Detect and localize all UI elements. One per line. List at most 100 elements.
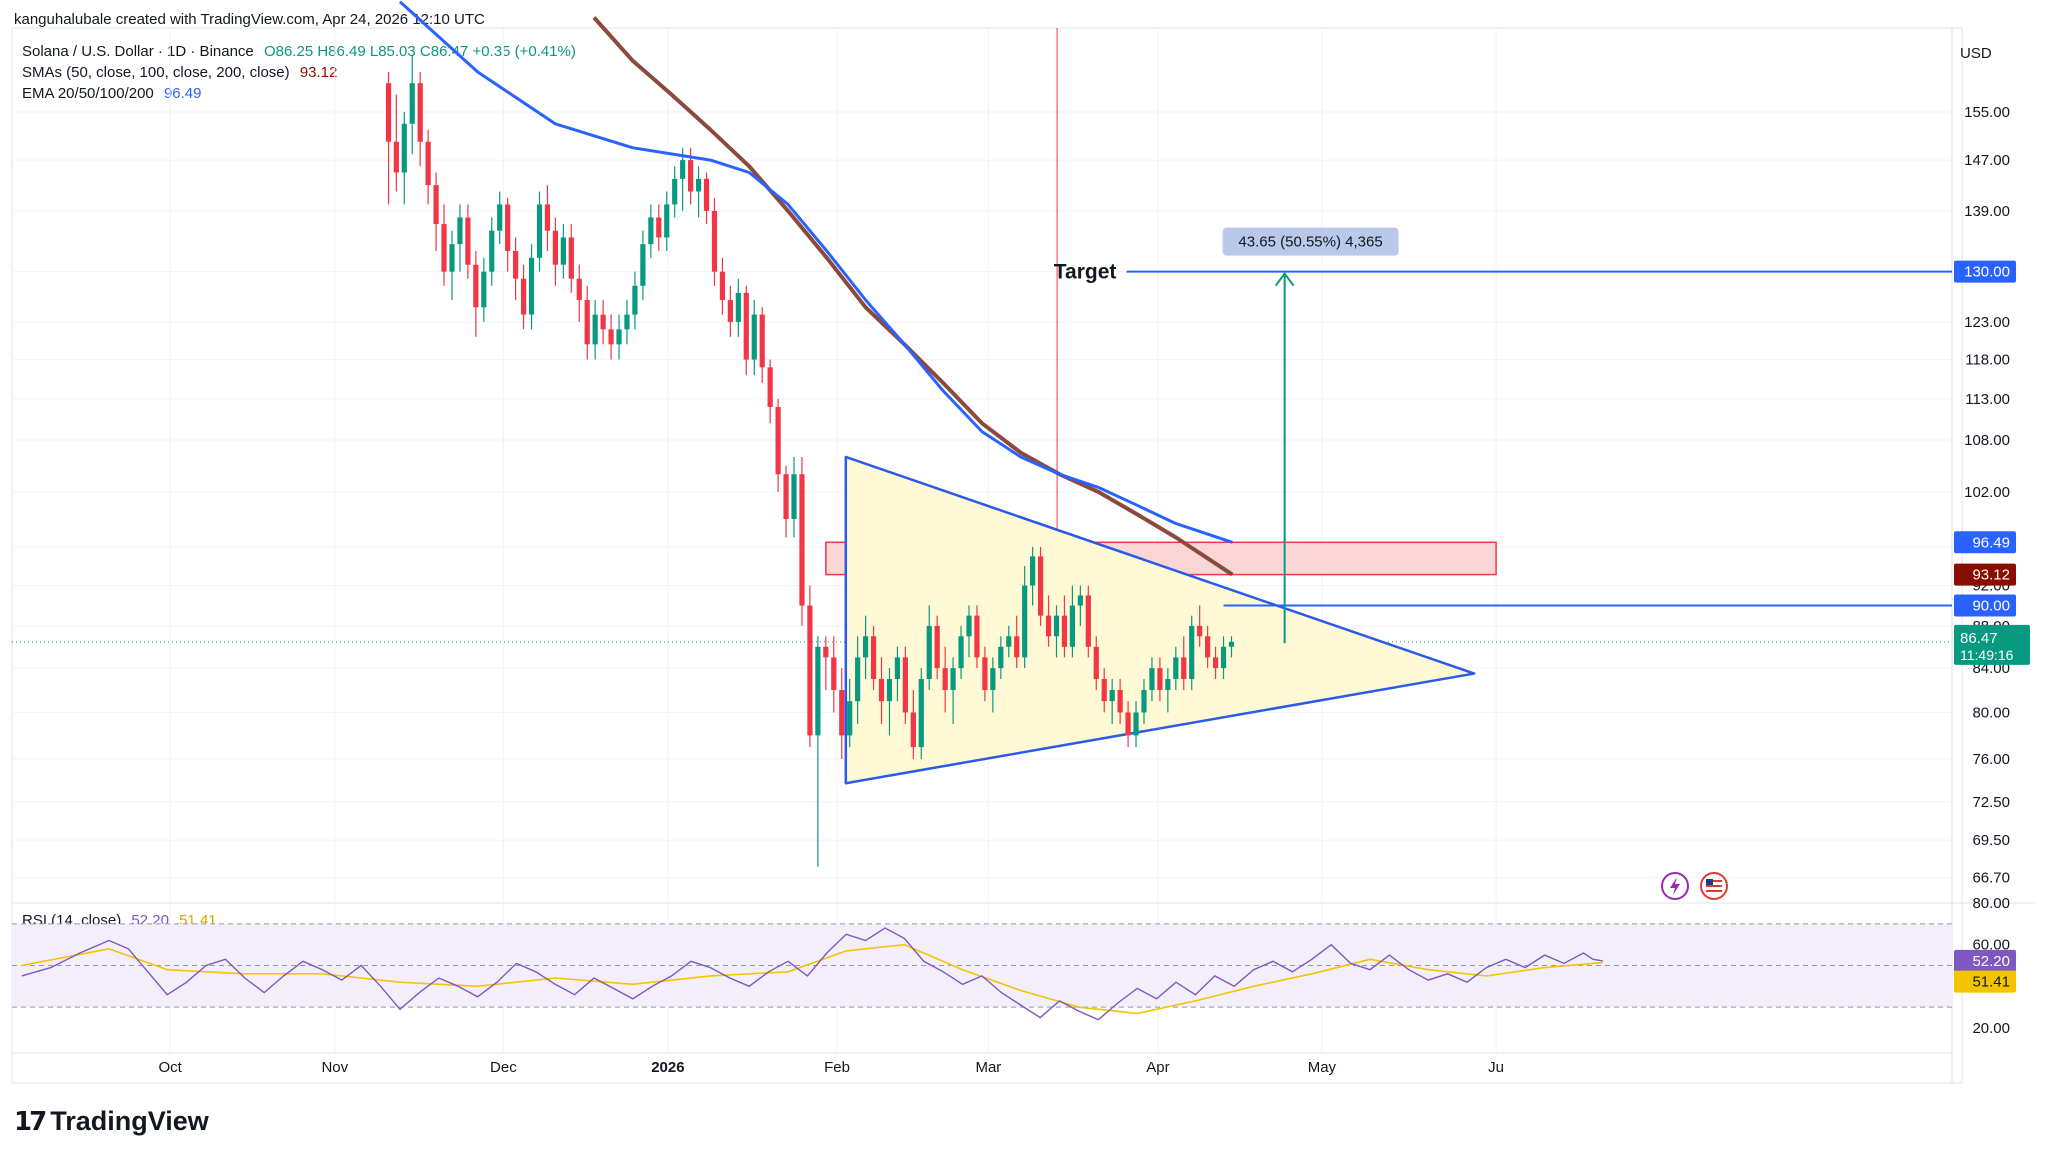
candle-body xyxy=(520,278,527,315)
candle-body xyxy=(497,204,503,231)
candle-body xyxy=(743,292,749,360)
candle-body xyxy=(839,690,845,736)
triangle-pattern-layer xyxy=(844,455,1476,785)
time-tick-label: Dec xyxy=(490,1059,517,1076)
candle-body xyxy=(1006,636,1012,647)
tradingview-logo[interactable]: 17 TradingView xyxy=(14,1106,209,1137)
candle-body xyxy=(632,285,638,315)
candle-body xyxy=(1157,668,1163,691)
ema-legend[interactable]: EMA 20/50/100/200 96.49 xyxy=(22,85,202,102)
candle-body xyxy=(688,160,694,192)
candle-body xyxy=(870,636,877,680)
candle-body xyxy=(1045,615,1052,637)
candle-body xyxy=(1141,690,1147,713)
candle-body xyxy=(1061,615,1068,647)
candle-body xyxy=(910,712,916,748)
price-tick-label: 147.00 xyxy=(1964,152,2010,169)
candle-body xyxy=(998,646,1004,669)
us-flag-icon[interactable] xyxy=(1700,872,1728,900)
candle-body xyxy=(926,625,932,680)
price-tick-label: 76.00 xyxy=(1972,751,2010,768)
time-tick-label: Apr xyxy=(1146,1059,1169,1076)
candle-body xyxy=(711,210,718,272)
time-tick-label: Nov xyxy=(321,1059,348,1076)
time-tick-label: Oct xyxy=(158,1059,182,1076)
candle-body xyxy=(624,314,630,330)
candle-body xyxy=(568,237,574,279)
candle-body xyxy=(576,278,582,301)
sma-legend-label: SMAs (50, close, 100, close, 200, close) xyxy=(22,64,290,81)
tradingview-logo-icon: 17 xyxy=(14,1106,47,1137)
symmetrical-triangle xyxy=(844,455,1476,785)
rsi-ma-line xyxy=(21,943,1603,1015)
bar-countdown-label: 11:49:16 xyxy=(1960,647,2014,663)
candle-body xyxy=(1030,556,1036,586)
candle-body xyxy=(759,314,765,368)
candle-body xyxy=(552,230,558,265)
price-tick-label: 66.70 xyxy=(1972,869,2010,886)
candle-body xyxy=(791,474,797,519)
current-price-badge xyxy=(1954,624,2030,665)
candle-body xyxy=(481,271,487,308)
candle-body xyxy=(1101,679,1107,702)
price-tick-label: 69.50 xyxy=(1972,832,2010,849)
candle-body xyxy=(942,668,948,691)
candle-body xyxy=(918,679,924,748)
candle-body xyxy=(982,657,988,691)
candle-body xyxy=(1069,605,1076,647)
candle-body xyxy=(457,217,463,245)
chart-frame xyxy=(11,27,1963,1084)
price-tick-label: 118.00 xyxy=(1965,352,2010,369)
candle-body xyxy=(855,657,861,702)
price-grid: 155.00 147.00 139.00 130.00 123.00 118.00 113.… xyxy=(12,104,2010,886)
price-badge xyxy=(1954,563,2016,586)
rsi-value-label: 52.20 xyxy=(1972,953,2010,970)
rsi-value-badge xyxy=(1954,949,2016,972)
candle-body xyxy=(1077,595,1083,606)
candle-body xyxy=(672,178,678,205)
candle-body xyxy=(513,250,519,279)
candle-body xyxy=(505,204,511,251)
candle-body xyxy=(664,204,670,238)
measure-arrow-head xyxy=(1274,272,1295,287)
ema-legend-label: EMA 20/50/100/200 xyxy=(22,85,154,102)
candle-body xyxy=(1181,657,1187,680)
candle-body xyxy=(974,615,980,658)
candle-body xyxy=(640,244,646,286)
candle-body xyxy=(894,657,901,680)
candle-body xyxy=(409,83,415,124)
price-tick-label: 108.00 xyxy=(1964,432,2010,449)
price-tick-label: 80.00 xyxy=(1972,704,2010,721)
candle-body xyxy=(807,605,813,736)
candle-body xyxy=(695,178,702,192)
candle-body xyxy=(847,701,853,736)
rsi-band xyxy=(12,923,1952,1008)
candle-body xyxy=(528,257,535,315)
candle-body xyxy=(767,367,773,407)
candle-body xyxy=(1037,556,1044,616)
flash-icon[interactable] xyxy=(1661,872,1689,900)
candle-body xyxy=(1197,625,1203,637)
tradingview-wordmark: TradingView xyxy=(50,1106,209,1136)
candle-body xyxy=(902,657,908,713)
symbol-legend: Solana / U.S. Dollar · 1D · Binance O86.… xyxy=(22,43,576,60)
chart-caption: kanguhalubale created with TradingView.c… xyxy=(14,11,485,28)
sma-legend[interactable]: SMAs (50, close, 100, close, 200, close)… xyxy=(22,64,337,81)
symbol-name[interactable]: Solana / U.S. Dollar · 1D · Binance xyxy=(22,43,254,60)
candle-body xyxy=(584,300,590,345)
candle-body xyxy=(727,300,733,322)
currency-label[interactable]: USD xyxy=(1960,45,1992,62)
candle-body xyxy=(1085,595,1091,647)
price-tick-label: 102.00 xyxy=(1964,484,2010,501)
candle-body xyxy=(1133,712,1139,736)
candle-body xyxy=(648,217,654,245)
candle-body xyxy=(863,636,869,658)
candle-body xyxy=(536,204,543,258)
candle-body xyxy=(473,264,479,308)
candle-body xyxy=(385,83,392,142)
current-price-label: 86.47 xyxy=(1960,630,1998,647)
time-tick-label: Mar xyxy=(975,1059,1001,1076)
